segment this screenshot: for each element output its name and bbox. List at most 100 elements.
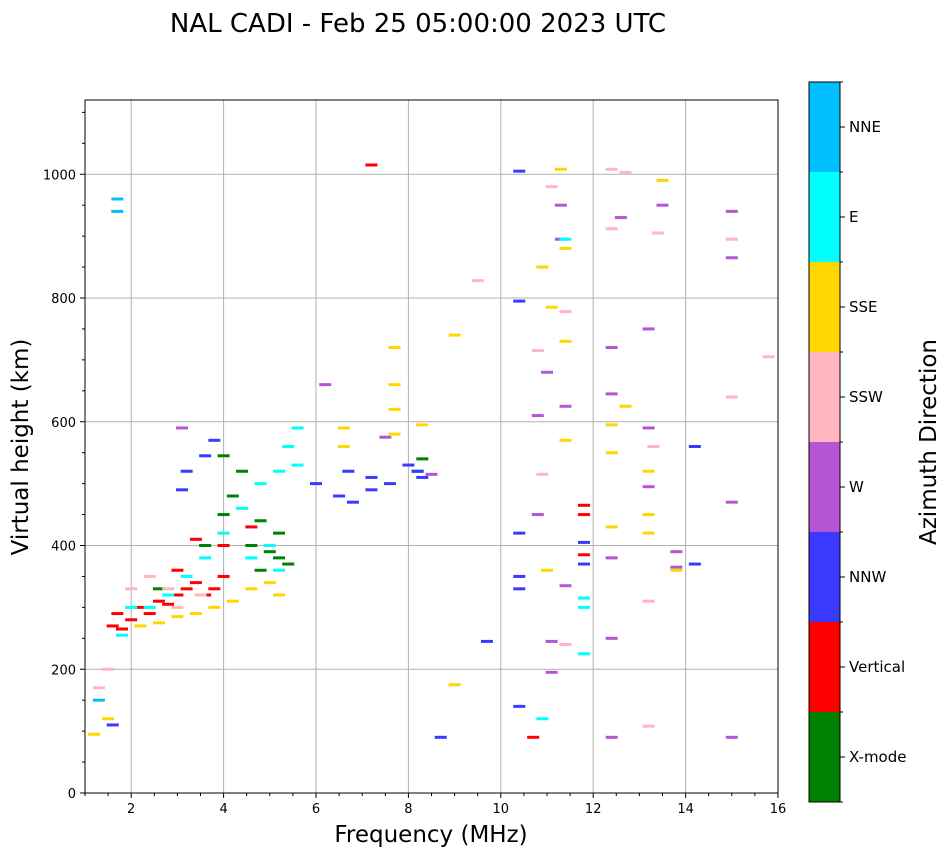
data-point [642,513,655,517]
data-point [725,256,738,260]
grid-lines [85,100,778,793]
data-point [189,537,202,541]
data-point [513,299,526,303]
data-point [527,735,540,739]
data-point [134,605,147,609]
data-point [651,231,664,235]
colorbar-swatch-sse [809,262,840,352]
data-point [134,624,147,628]
data-point [656,203,669,207]
data-point [254,482,267,486]
data-point [725,209,738,213]
data-point [425,472,438,476]
x-tick-label: 4 [219,802,227,817]
data-point [605,346,618,349]
data-point [111,197,124,201]
series-nnw [106,169,701,739]
data-points [88,163,775,739]
data-point [471,279,484,283]
data-point [642,599,655,603]
plot-frame [84,99,779,794]
data-point [273,593,286,597]
data-point [282,445,295,448]
data-point [217,574,230,578]
colorbar-label: NNE [849,118,881,136]
data-point [434,735,447,739]
data-point [605,636,618,640]
data-point [605,735,618,739]
data-point [217,531,230,535]
data-point [577,605,590,609]
data-point [559,438,572,442]
data-point [513,704,526,708]
data-point [559,237,572,241]
data-point [619,404,632,408]
data-point [125,587,138,591]
data-point [217,544,230,547]
data-point [670,550,683,554]
data-point [245,556,258,560]
data-point [379,435,392,439]
data-point [531,349,544,353]
data-point [143,612,156,616]
data-point [656,178,669,182]
data-point [605,392,618,396]
data-point [226,494,239,498]
data-point [263,544,276,547]
data-point [577,596,590,600]
data-point [291,463,304,467]
data-point [642,327,655,331]
data-point [125,605,138,609]
data-point [559,310,572,314]
data-point [725,395,738,399]
data-point [545,670,558,674]
data-point [226,599,239,603]
data-point [545,639,558,643]
data-point [176,488,189,492]
data-point [194,593,207,597]
data-point [642,724,655,728]
series-sse [88,167,683,736]
data-point [254,568,267,572]
data-point [642,531,655,535]
data-point [531,513,544,517]
data-point [106,624,119,628]
data-point [642,485,655,489]
colorbar-label: SSE [849,298,878,316]
data-point [217,454,230,458]
data-point [448,683,461,687]
data-point [180,587,193,591]
data-point [559,404,572,408]
data-point [152,587,165,591]
data-point [642,426,655,430]
data-point [605,167,618,171]
data-point [319,383,332,387]
data-point [365,475,378,479]
data-point [333,494,346,498]
data-point [189,612,202,616]
data-point [605,423,618,427]
data-point [383,482,396,486]
data-point [559,247,572,250]
data-point [171,605,184,609]
data-point [605,451,618,455]
colorbar-label: NNW [849,568,886,586]
data-point [365,488,378,492]
data-point [162,602,175,606]
data-point [536,717,549,721]
data-point [92,698,105,702]
x-tick-label: 10 [493,802,510,817]
x-axis-ticks: 2 4 6 8 10 12 14 16 [84,793,786,817]
data-point [545,305,558,309]
data-point [152,621,165,625]
data-point [725,735,738,739]
data-point [236,469,249,473]
data-point [545,185,558,189]
colorbar-swatch-e [809,172,840,262]
data-point [577,513,590,517]
data-point [291,426,304,430]
data-point [388,346,401,349]
data-point [273,531,286,535]
data-point [208,438,221,442]
